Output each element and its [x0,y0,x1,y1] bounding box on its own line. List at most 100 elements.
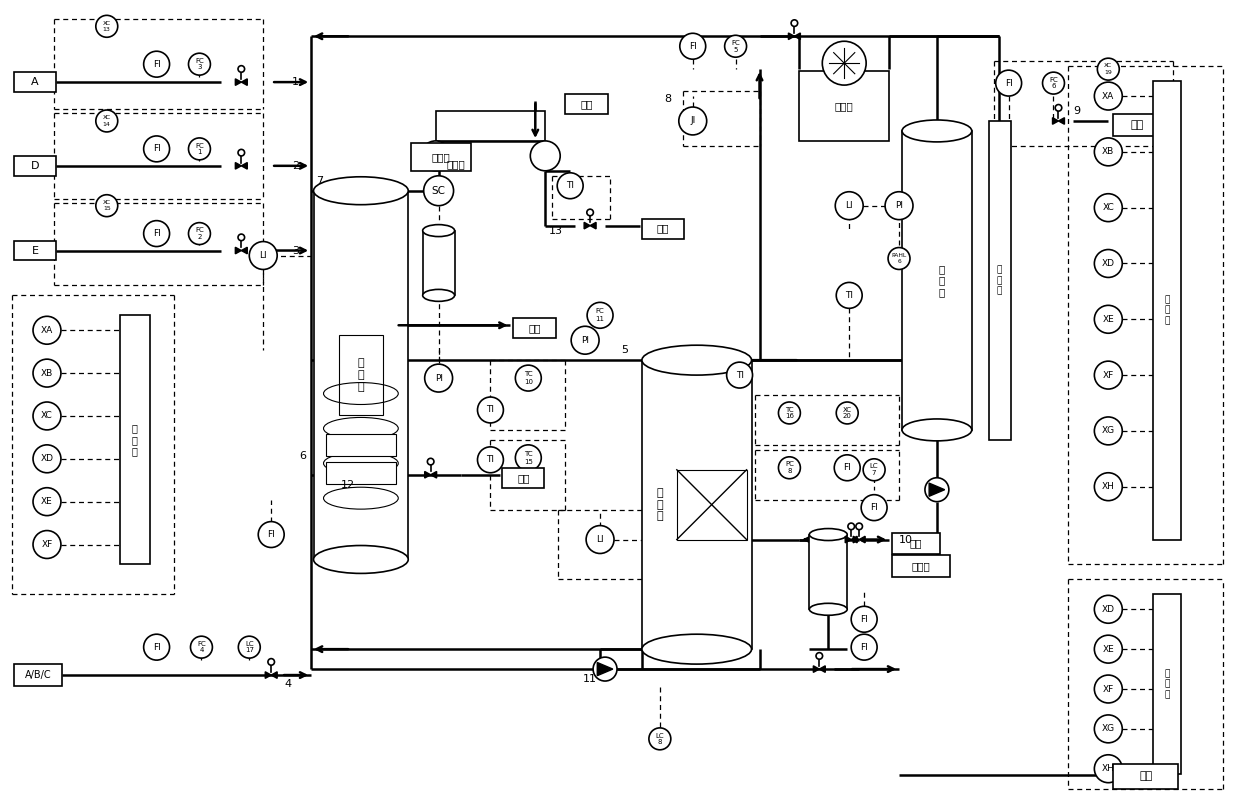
Text: TC: TC [524,451,533,457]
Bar [892,533,940,555]
Ellipse shape [313,177,408,205]
Text: XG: XG [1101,725,1115,733]
Text: TC: TC [786,407,794,413]
Text: 分
析
器: 分 析 器 [1165,296,1170,325]
Text: XF: XF [41,540,52,549]
Text: FI: FI [689,42,696,51]
Text: 5: 5 [733,47,737,52]
Circle shape [477,397,503,423]
Text: LC: LC [870,463,878,469]
Polygon shape [813,666,819,672]
Circle shape [726,362,752,388]
Text: PI: PI [581,336,589,345]
Text: 9: 9 [1073,106,1080,116]
Circle shape [238,149,244,156]
Circle shape [1094,138,1123,166]
Bar [14,73,56,92]
Bar [313,191,408,559]
Bar [436,111,545,141]
Circle shape [188,222,211,244]
Text: TI: TI [487,455,494,464]
Circle shape [587,302,613,328]
Bar [799,71,890,141]
Ellipse shape [422,225,455,237]
Text: XC: XC [1103,203,1114,212]
Text: FC: FC [731,40,740,46]
Text: 分
析
器: 分 析 器 [1165,669,1170,699]
Circle shape [851,634,877,660]
Text: 排放: 排放 [657,223,669,234]
Text: 10: 10 [524,379,533,385]
Text: XH: XH [1101,764,1115,773]
Bar [809,534,847,609]
Text: 压缩机: 压缩机 [912,562,930,571]
Bar [1114,764,1178,788]
Text: 排放: 排放 [1130,120,1144,130]
Text: A: A [31,77,38,87]
Polygon shape [590,222,596,229]
Circle shape [144,221,170,247]
Circle shape [856,523,862,530]
Circle shape [1094,82,1123,110]
Text: 12: 12 [341,480,356,490]
Text: 10: 10 [900,534,913,545]
Text: TC: TC [524,372,533,377]
Circle shape [1098,58,1119,80]
Circle shape [515,445,541,471]
Text: 汽
提
塔: 汽 提 塔 [657,488,663,521]
Text: FI: FI [870,503,878,512]
Text: 3: 3 [197,64,202,70]
Circle shape [864,459,885,480]
Text: 8: 8 [658,739,662,745]
Ellipse shape [642,634,752,664]
Text: XD: XD [1101,259,1115,268]
Circle shape [424,176,453,206]
Text: LI: LI [259,251,268,260]
Text: TI: TI [736,371,743,380]
Text: SC: SC [431,185,446,196]
Text: FI: FI [844,463,851,472]
Circle shape [835,192,864,219]
Ellipse shape [902,419,971,441]
Circle shape [1094,635,1123,663]
Bar [1154,81,1181,539]
Text: 排放: 排放 [517,473,529,483]
Circle shape [95,15,118,37]
Text: 8: 8 [787,468,792,474]
Text: 6: 6 [897,260,901,264]
Text: XE: XE [1103,315,1114,324]
Bar [642,218,684,239]
Circle shape [1094,193,1123,222]
Text: 冷却: 冷却 [529,323,541,333]
Polygon shape [235,163,242,169]
Ellipse shape [809,604,847,615]
Text: JI: JI [690,117,695,126]
Text: FC: FC [195,143,204,148]
Text: FI: FI [152,229,161,238]
Text: XG: XG [1101,426,1115,435]
Text: 分
析
器: 分 析 器 [131,423,138,456]
Text: 15: 15 [103,206,110,211]
Text: 2: 2 [292,161,299,171]
Text: XD: XD [1101,604,1115,614]
Text: FC: FC [195,58,204,64]
Polygon shape [235,247,242,254]
Bar [339,335,383,415]
Circle shape [679,107,706,135]
Polygon shape [788,33,794,39]
Text: PAHL: PAHL [891,253,907,258]
Circle shape [33,530,61,559]
Ellipse shape [809,529,847,541]
Text: 6: 6 [1051,83,1056,89]
Text: 19: 19 [1104,70,1113,75]
Text: FI: FI [268,530,275,539]
Bar [565,94,608,114]
Text: XC: XC [103,115,110,120]
Bar [14,156,56,176]
Text: XC: XC [103,20,110,26]
Circle shape [33,359,61,387]
Circle shape [33,402,61,430]
Circle shape [926,478,949,501]
Text: 1: 1 [292,77,299,87]
Circle shape [191,636,212,659]
